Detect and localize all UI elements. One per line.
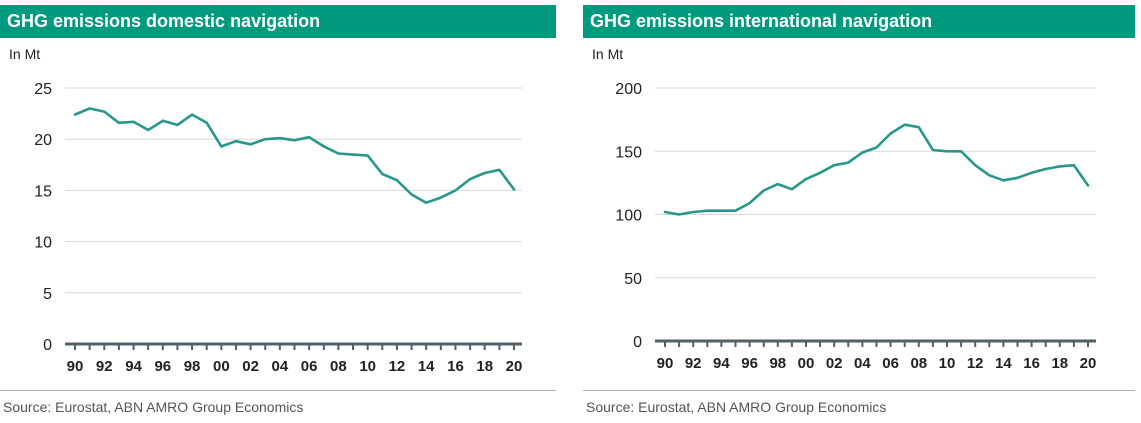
x-tick-label: 08 <box>910 355 927 372</box>
x-tick-label: 16 <box>447 358 464 375</box>
x-tick-label: 20 <box>1080 355 1097 372</box>
x-tick-label: 96 <box>154 358 171 375</box>
source-note: Source: Eurostat, ABN AMRO Group Economi… <box>3 399 304 415</box>
y-tick-label: 100 <box>615 208 642 225</box>
x-tick-label: 90 <box>67 358 84 375</box>
x-tick-label: 92 <box>96 358 113 375</box>
x-tick-label: 04 <box>272 358 289 375</box>
x-tick-label: 94 <box>125 358 142 375</box>
y-tick-label: 15 <box>34 183 52 200</box>
x-tick-label: 06 <box>882 355 899 372</box>
series-line <box>663 123 1090 216</box>
chart-panel-domestic: GHG emissions domestic navigation In Mt … <box>0 0 556 423</box>
y-tick-label: 150 <box>615 144 642 161</box>
x-tick-label: 00 <box>798 355 815 372</box>
x-tick-label: 12 <box>967 355 984 372</box>
x-tick-label: 18 <box>476 358 493 375</box>
source-note: Source: Eurostat, ABN AMRO Group Economi… <box>586 399 887 415</box>
chart-title: GHG emissions international navigation <box>583 5 1135 38</box>
x-tick-label: 04 <box>854 355 871 372</box>
chart-panel-international: GHG emissions international navigation I… <box>583 0 1135 423</box>
x-tick-label: 02 <box>242 358 259 375</box>
y-tick-label: 0 <box>43 337 52 354</box>
x-tick-label: 20 <box>506 358 523 375</box>
x-tick-label: 16 <box>1023 355 1040 372</box>
x-tick-label: 14 <box>418 358 435 375</box>
x-tick-label: 00 <box>213 358 230 375</box>
divider <box>583 390 1135 391</box>
x-tick-label: 98 <box>184 358 201 375</box>
x-tick-label: 96 <box>741 355 758 372</box>
y-tick-label: 50 <box>624 271 642 288</box>
x-tick-label: 92 <box>685 355 702 372</box>
x-tick-label: 02 <box>826 355 843 372</box>
line-chart-international: 0 50 100 150 200 90 92 94 96 98 00 02 04 06 08 10 12 14 16… <box>615 81 1097 372</box>
chart-title: GHG emissions domestic navigation <box>0 5 556 38</box>
y-tick-label: 25 <box>34 81 52 98</box>
x-tick-label: 10 <box>939 355 956 372</box>
series-line <box>73 107 516 204</box>
y-tick-label: 200 <box>615 81 642 98</box>
y-tick-label: 20 <box>34 132 52 149</box>
x-tick-label: 08 <box>330 358 347 375</box>
x-tick-label: 06 <box>301 358 318 375</box>
line-chart-domestic: 0 5 10 15 20 25 90 92 94 96 98 00 02 04 06 08 10 12 14 16 18… <box>34 81 523 375</box>
y-tick-label: 5 <box>43 286 52 303</box>
y-axis-unit-label: In Mt <box>592 46 624 62</box>
x-tick-label: 18 <box>1051 355 1068 372</box>
y-tick-label: 0 <box>633 334 642 351</box>
x-tick-label: 14 <box>995 355 1012 372</box>
x-tick-label: 98 <box>769 355 786 372</box>
divider <box>0 390 556 391</box>
x-tick-label: 94 <box>713 355 730 372</box>
x-tick-label: 10 <box>359 358 376 375</box>
y-tick-label: 10 <box>34 235 52 252</box>
x-tick-label: 12 <box>389 358 406 375</box>
x-tick-label: 90 <box>657 355 674 372</box>
y-axis-unit-label: In Mt <box>9 46 41 62</box>
